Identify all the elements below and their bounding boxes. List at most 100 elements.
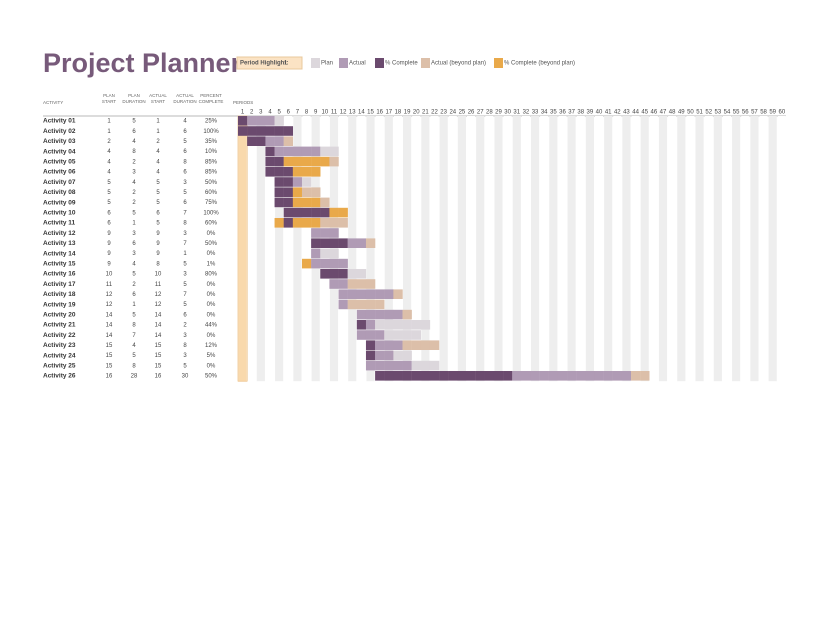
gantt-cell	[320, 258, 330, 269]
cell-value: 5	[132, 353, 136, 359]
cell-value: 2	[156, 139, 160, 145]
cell-value: 1	[156, 129, 160, 135]
period-number: 49	[678, 110, 685, 116]
period-column	[631, 116, 640, 382]
period-number: 60	[778, 110, 785, 116]
activity-name: Activity 22	[43, 332, 76, 339]
gantt-cell	[283, 167, 294, 177]
period-number: 31	[513, 110, 520, 116]
gantt-cell	[329, 207, 339, 218]
cell-value: 12	[106, 302, 113, 308]
gantt-cell	[329, 238, 339, 248]
period-column	[265, 116, 275, 382]
cell-value: 35%	[205, 139, 218, 145]
gantt-cell	[338, 258, 348, 269]
period-number: 9	[314, 110, 318, 116]
period-number: 38	[577, 110, 584, 116]
cell-value: 0%	[207, 251, 216, 257]
gantt-cell	[420, 371, 431, 381]
cell-value: 50%	[205, 241, 218, 247]
gantt-cell	[530, 371, 540, 381]
period-column	[375, 116, 384, 382]
gantt-cell	[274, 218, 284, 228]
period-highlight-box[interactable]	[236, 56, 303, 70]
gantt-cell	[365, 299, 376, 310]
period-number: 58	[760, 110, 767, 116]
period-column	[293, 116, 302, 382]
legend-swatch	[311, 58, 320, 68]
period-column	[604, 116, 613, 382]
period-number: 35	[550, 110, 557, 116]
gantt-cell	[420, 320, 431, 330]
period-number: 11	[331, 110, 338, 116]
gantt-cell	[365, 320, 376, 330]
gantt-cell	[603, 371, 613, 381]
cell-value: 3	[183, 333, 187, 339]
period-column	[430, 116, 439, 382]
cell-value: 6	[107, 221, 111, 227]
gantt-cell	[356, 309, 367, 320]
gantt-cell	[594, 371, 604, 381]
gantt-cell	[311, 146, 321, 157]
gantt-cell	[365, 330, 376, 340]
gantt-cell	[283, 218, 294, 228]
cell-value: 4	[132, 261, 136, 267]
gantt-cell	[292, 187, 303, 197]
period-column	[366, 116, 375, 382]
period-highlight-label: Period Highlight:	[240, 61, 288, 67]
cell-value: 14	[106, 333, 113, 339]
gantt-cell	[283, 197, 294, 208]
gantt-cell	[365, 350, 376, 361]
period-column	[741, 116, 750, 382]
cell-value: 0%	[207, 292, 216, 298]
column-header: PERCENT COMPLETE	[199, 93, 224, 104]
cell-value: 5	[183, 261, 187, 267]
period-column	[439, 116, 448, 382]
gantt-cell	[347, 279, 358, 289]
cell-value: 15	[155, 343, 162, 349]
period-column	[530, 116, 540, 382]
gantt-cell	[311, 167, 321, 177]
gantt-cell	[301, 187, 312, 197]
activity-name: Activity 19	[43, 301, 76, 308]
cell-value: 15	[155, 363, 162, 369]
cell-value: 3	[132, 251, 136, 257]
cell-value: 4	[156, 159, 160, 165]
gantt-cell	[457, 371, 467, 381]
gantt-cell	[265, 167, 275, 177]
gantt-cell	[521, 371, 531, 381]
column-header: ACTIVITY	[43, 100, 63, 105]
period-column	[658, 116, 668, 382]
gantt-cell	[393, 340, 403, 350]
gantt-cell	[484, 371, 495, 381]
gantt-cell	[292, 146, 303, 157]
cell-value: 0%	[207, 312, 216, 318]
gantt-cell	[292, 177, 303, 187]
cell-value: 28	[131, 374, 138, 380]
cell-value: 9	[156, 241, 160, 247]
cell-value: 5	[132, 272, 136, 278]
period-number: 42	[614, 110, 621, 116]
gantt-cell	[292, 197, 303, 208]
period-number: 23	[440, 110, 447, 116]
gantt-cell	[283, 177, 294, 187]
activity-name: Activity 06	[43, 169, 76, 176]
gantt-cell	[375, 350, 385, 361]
period-number: 43	[623, 110, 630, 116]
gantt-cell	[429, 371, 440, 381]
period-number: 57	[751, 110, 758, 116]
activity-name: Activity 20	[43, 312, 76, 319]
cell-value: 16	[155, 374, 162, 380]
cell-value: 5	[183, 190, 187, 196]
period-column	[494, 116, 503, 382]
activity-name: Activity 24	[43, 352, 76, 359]
period-column	[247, 116, 256, 382]
cell-value: 6	[107, 210, 111, 216]
cell-value: 100%	[203, 210, 219, 216]
activity-name: Activity 15	[43, 261, 76, 268]
gantt-cell	[301, 167, 312, 177]
period-number: 53	[715, 110, 722, 116]
period-column	[256, 116, 265, 382]
cell-value: 5	[156, 180, 160, 186]
cell-value: 1	[183, 251, 187, 257]
